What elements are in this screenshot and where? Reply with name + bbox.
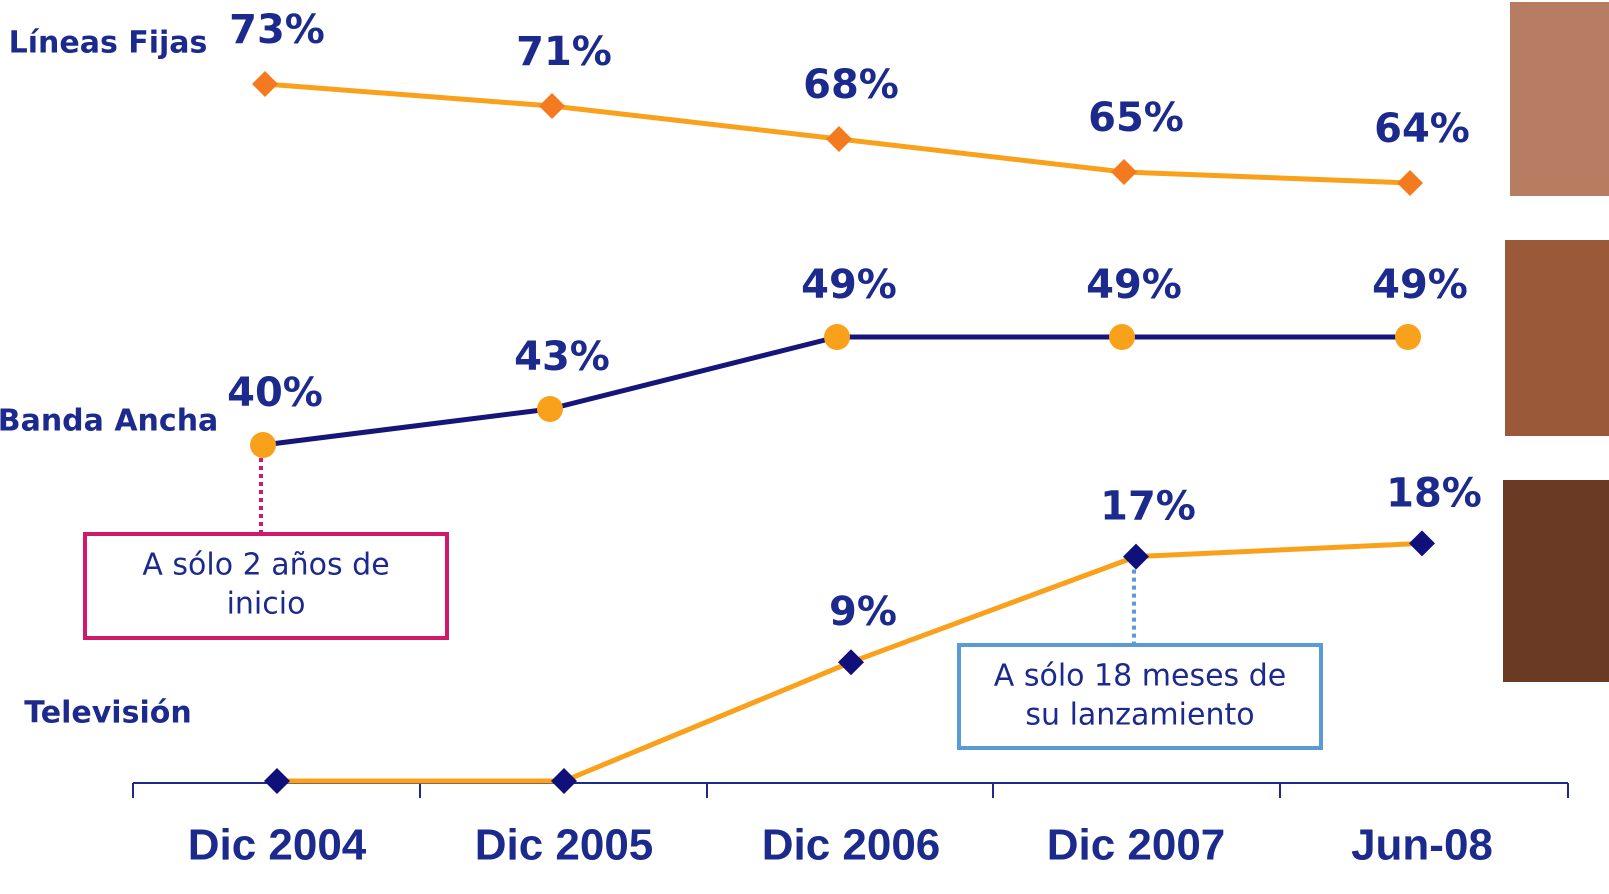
value-label: 49% <box>801 262 897 308</box>
marker <box>1111 159 1137 185</box>
x-tick-label: Dic 2007 <box>1047 821 1226 870</box>
marker <box>826 126 852 152</box>
marker <box>264 768 290 794</box>
chart: Dic 2004 Dic 2005 Dic 2006 Dic 2007 Jun-08 Lí… <box>0 0 1609 894</box>
value-label: 73% <box>229 7 325 53</box>
marker <box>551 768 577 794</box>
marker <box>1123 544 1149 570</box>
series-name: Televisión <box>24 696 191 731</box>
x-tick-label: Jun-08 <box>1351 821 1493 870</box>
value-label: 65% <box>1088 95 1184 141</box>
value-label: 49% <box>1372 262 1468 308</box>
value-label: 49% <box>1086 262 1182 308</box>
value-label: 64% <box>1374 106 1470 152</box>
photo <box>1510 2 1609 196</box>
annotation-text: A sólo 2 años de <box>142 548 389 583</box>
value-label: 68% <box>803 62 899 108</box>
marker <box>1409 530 1435 556</box>
marker <box>539 93 565 119</box>
value-label: 43% <box>514 334 610 380</box>
value-label: 40% <box>227 370 323 416</box>
marker <box>824 324 850 350</box>
photo <box>1503 480 1609 682</box>
photo <box>1505 240 1609 436</box>
series-name: Banda Ancha <box>0 404 218 439</box>
annotation-text: inicio <box>227 587 306 622</box>
annotation-text: A sólo 18 meses de <box>994 659 1286 694</box>
series-line <box>263 337 1408 445</box>
value-label: 18% <box>1386 470 1482 516</box>
marker <box>250 432 276 458</box>
value-label: 71% <box>516 29 612 75</box>
marker <box>537 396 563 422</box>
value-label: 17% <box>1100 484 1196 530</box>
x-tick-label: Dic 2005 <box>475 821 654 870</box>
x-tick-label: Dic 2006 <box>762 821 941 870</box>
marker <box>1109 324 1135 350</box>
x-tick-label: Dic 2004 <box>188 821 367 870</box>
annotation-text: su lanzamiento <box>1025 698 1254 733</box>
value-label: 9% <box>829 589 897 635</box>
series-name: Líneas Fijas <box>9 26 208 61</box>
marker <box>1397 170 1423 196</box>
marker <box>252 71 278 97</box>
marker <box>1395 324 1421 350</box>
x-axis-ticks <box>133 783 1568 798</box>
marker <box>838 649 864 675</box>
